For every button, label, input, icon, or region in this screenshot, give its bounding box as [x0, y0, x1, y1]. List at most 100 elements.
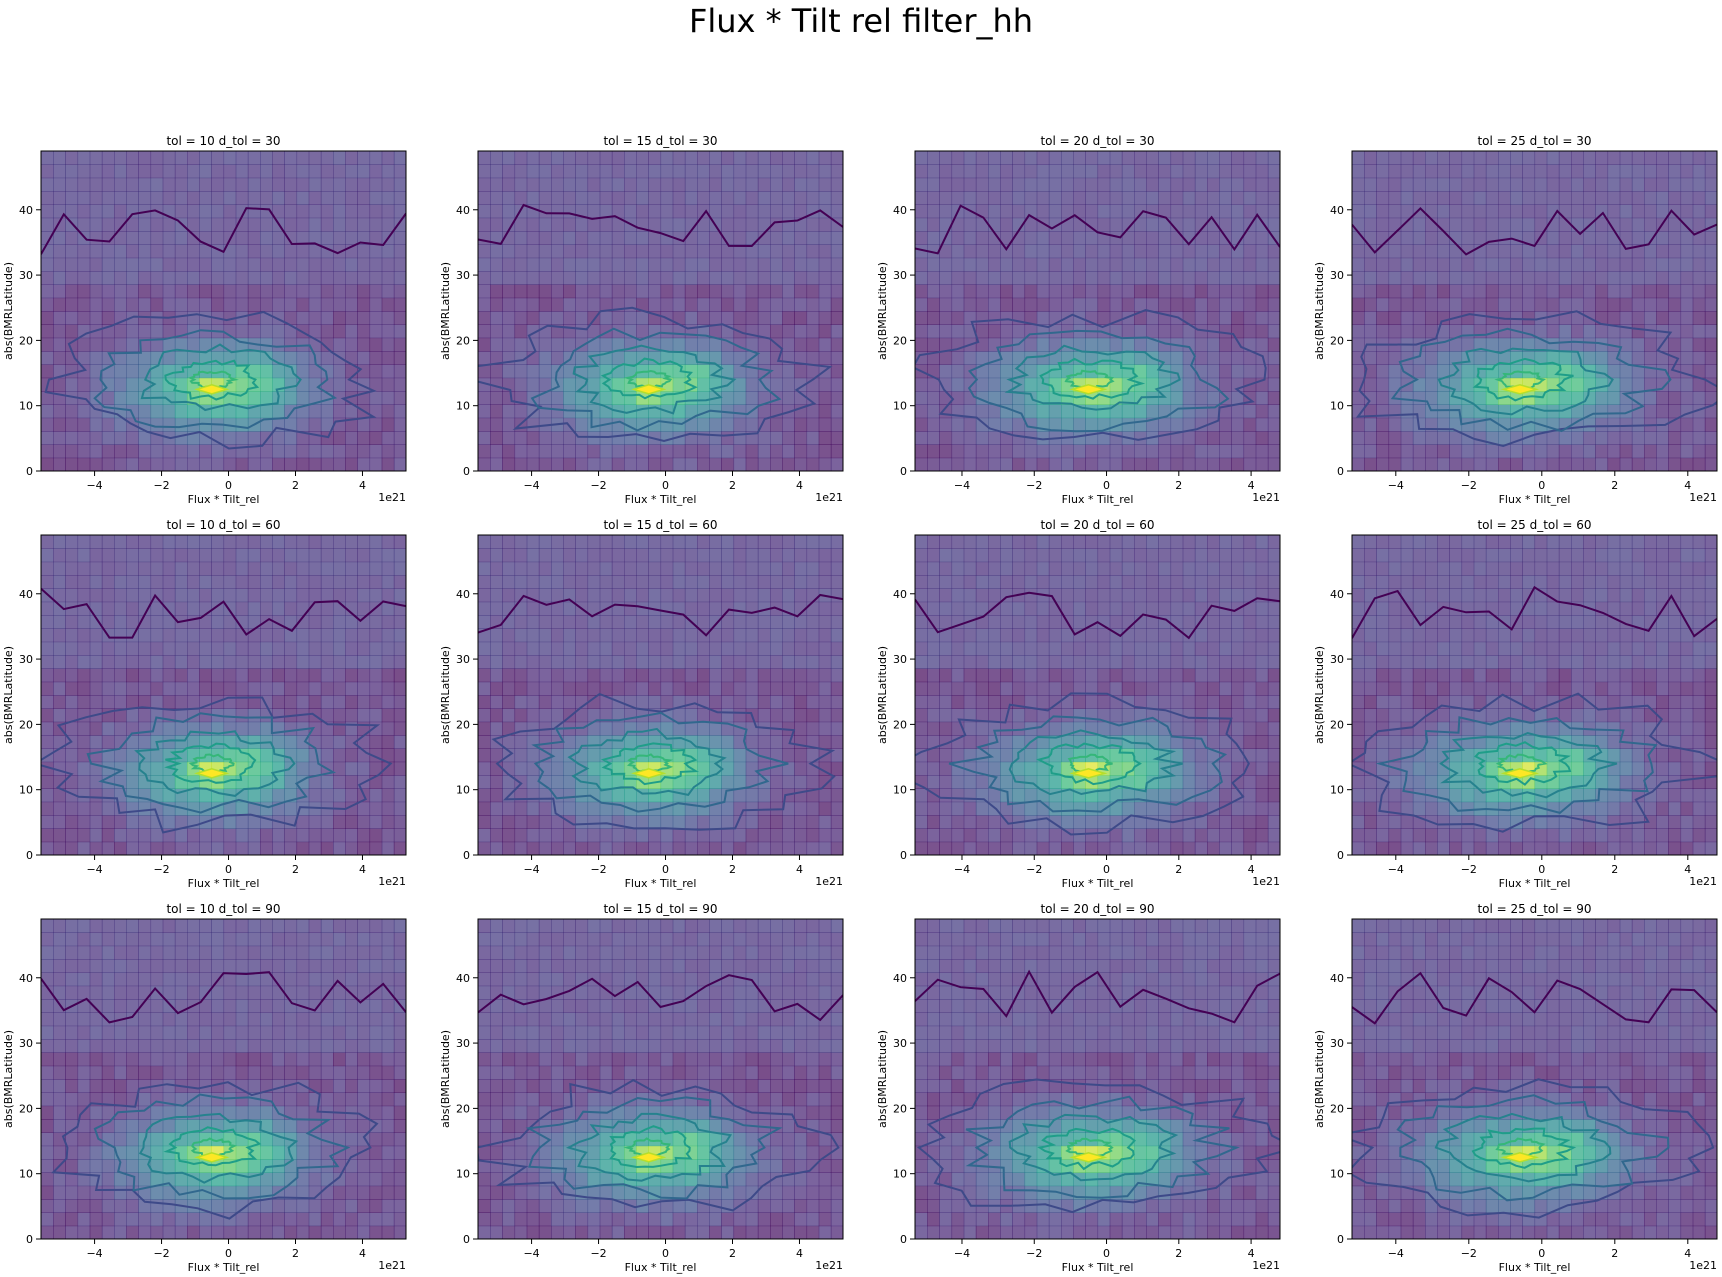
- heatmap-cell: [1134, 191, 1147, 205]
- heatmap-cell: [1461, 217, 1475, 232]
- heatmap-cell: [599, 561, 613, 576]
- heatmap-cell: [126, 575, 139, 589]
- heatmap-cell: [963, 588, 977, 603]
- heatmap-cell: [733, 535, 747, 549]
- heatmap-cell: [126, 615, 139, 629]
- heatmap-cell: [41, 417, 54, 432]
- heatmap-cell: [114, 244, 127, 259]
- heatmap-cell: [1243, 177, 1257, 192]
- heatmap-cell: [915, 841, 928, 855]
- heatmap-cell: [369, 457, 383, 471]
- heatmap-cell: [939, 641, 953, 656]
- heatmap-cell: [672, 788, 686, 803]
- heatmap-cell: [672, 337, 686, 352]
- heatmap-cell: [624, 615, 637, 629]
- heatmap-cell: [963, 735, 977, 749]
- heatmap-cell: [818, 284, 832, 299]
- heatmap-cell: [733, 841, 747, 855]
- heatmap-cell: [320, 828, 334, 843]
- heatmap-cell: [284, 535, 298, 549]
- heatmap-cell: [393, 628, 406, 643]
- heatmap-cell: [1000, 231, 1013, 245]
- heatmap-cell: [89, 721, 103, 736]
- heatmap-cell: [260, 775, 273, 789]
- heatmap-cell: [599, 801, 613, 816]
- heatmap-cell: [575, 828, 589, 843]
- plot-area: [1352, 151, 1717, 471]
- heatmap-cell: [672, 721, 686, 736]
- heatmap-cell: [1182, 257, 1196, 272]
- heatmap-cell: [320, 431, 334, 445]
- heatmap-cell: [1425, 257, 1438, 272]
- heatmap-cell: [1134, 404, 1147, 419]
- heatmap-cell: [284, 575, 298, 589]
- heatmap-cell: [745, 311, 759, 325]
- heatmap-cell: [1449, 337, 1463, 352]
- y-tick-label: 0: [1337, 465, 1344, 478]
- heatmap-cell: [624, 841, 637, 855]
- heatmap-cell: [1182, 444, 1196, 459]
- heatmap-cell: [538, 164, 552, 179]
- heatmap-cell: [563, 681, 576, 696]
- heatmap-cell: [101, 217, 115, 232]
- heatmap-cell: [1036, 377, 1050, 392]
- heatmap-cell: [1243, 337, 1257, 352]
- heatmap-cell: [1498, 191, 1511, 205]
- heatmap-cell: [697, 628, 710, 643]
- heatmap-cell: [697, 641, 710, 656]
- heatmap-cell: [1534, 324, 1548, 339]
- heatmap-cell: [624, 177, 637, 192]
- heatmap-cell: [927, 377, 940, 392]
- heatmap-cell: [951, 244, 965, 259]
- heatmap-cell: [187, 257, 200, 272]
- heatmap-cell: [101, 641, 115, 656]
- heatmap-cell: [1243, 271, 1257, 285]
- heatmap-cell: [1097, 575, 1111, 589]
- heatmap-cell: [247, 708, 261, 723]
- heatmap-cell: [345, 628, 358, 643]
- heatmap-cell: [648, 588, 662, 603]
- heatmap-cell: [624, 548, 637, 563]
- heatmap-cell: [806, 151, 820, 165]
- heatmap-cell: [211, 681, 225, 696]
- heatmap-cell: [138, 748, 152, 763]
- heatmap-cell: [1158, 151, 1172, 165]
- heatmap-cell: [818, 151, 832, 165]
- heatmap-cell: [478, 177, 491, 192]
- heatmap-cell: [1400, 244, 1414, 259]
- heatmap-cell: [648, 641, 662, 656]
- heatmap-cell: [478, 271, 491, 285]
- heatmap-cell: [915, 641, 928, 656]
- heatmap-cell: [636, 721, 649, 736]
- heatmap-cell: [575, 561, 589, 576]
- heatmap-cell: [1388, 204, 1402, 219]
- heatmap-cell: [575, 841, 589, 855]
- heatmap-cell: [1656, 457, 1669, 471]
- heatmap-cell: [1012, 655, 1026, 669]
- heatmap-cell: [551, 244, 564, 259]
- heatmap-cell: [1109, 217, 1123, 232]
- heatmap-cell: [745, 561, 759, 576]
- heatmap-cell: [1085, 548, 1099, 563]
- heatmap-cell: [526, 828, 540, 843]
- y-tick-label: 0: [26, 465, 33, 478]
- heatmap-cell: [684, 548, 698, 563]
- heatmap-cell: [1036, 164, 1050, 179]
- heatmap-cell: [1522, 164, 1536, 179]
- heatmap-cell: [745, 588, 759, 603]
- heatmap-cell: [794, 364, 808, 379]
- heatmap-cell: [684, 575, 698, 589]
- heatmap-cell: [1207, 164, 1220, 179]
- heatmap-cell: [1656, 311, 1669, 325]
- heatmap-cell: [126, 404, 139, 419]
- heatmap-cell: [114, 297, 127, 312]
- heatmap-cell: [187, 217, 200, 232]
- heatmap-cell: [114, 324, 127, 339]
- heatmap-cell: [272, 575, 285, 589]
- heatmap-cell: [927, 628, 940, 643]
- heatmap-cell: [1000, 364, 1013, 379]
- heatmap-cell: [951, 271, 965, 285]
- heatmap-cell: [684, 828, 698, 843]
- heatmap-cell: [660, 561, 674, 576]
- heatmap-cell: [1182, 284, 1196, 299]
